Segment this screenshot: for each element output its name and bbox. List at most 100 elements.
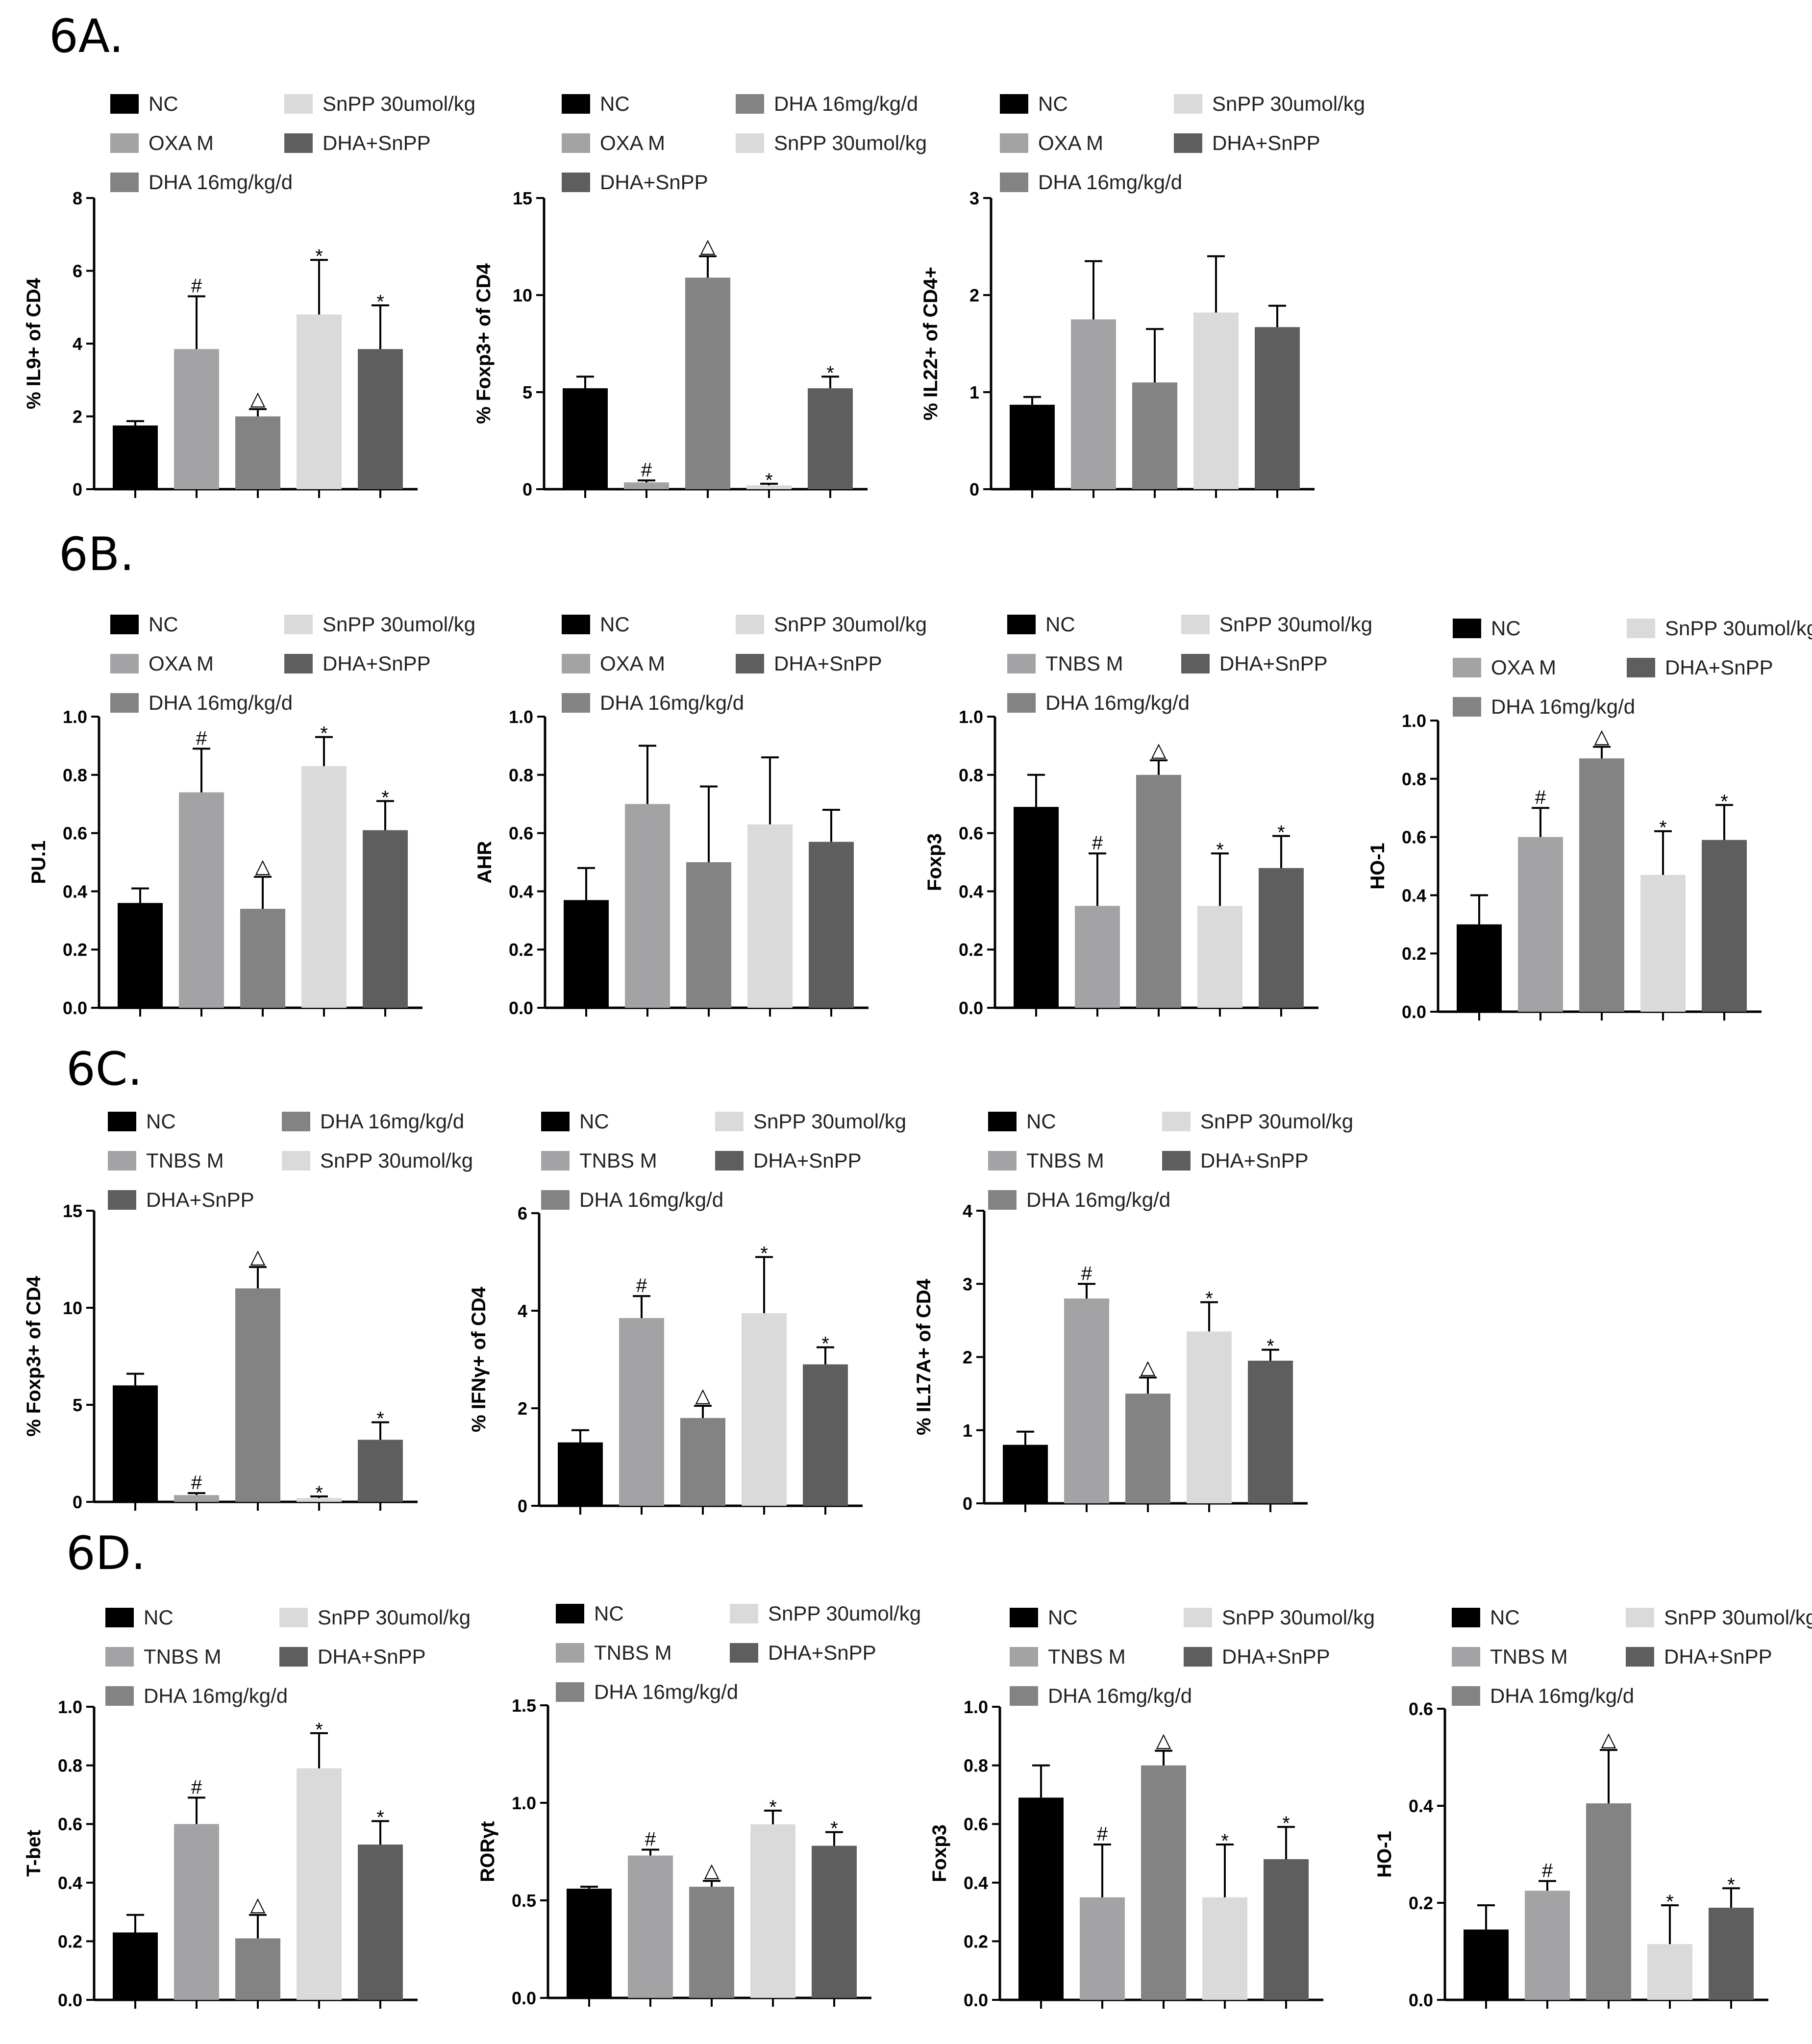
significance-mark: * bbox=[315, 1482, 323, 1504]
bar-dha-16mg-kg-d bbox=[235, 1288, 280, 1502]
legend-label-dha-16mg-kg-d: DHA 16mg/kg/d bbox=[1491, 695, 1635, 718]
legend-label-dha-snpp: DHA+SnPP bbox=[318, 1645, 426, 1668]
y-tick-label: 10 bbox=[513, 285, 532, 305]
bar-tnbs-m bbox=[619, 1318, 664, 1506]
bar-oxa-m bbox=[174, 349, 219, 489]
legend-label-dha-16mg-kg-d: DHA 16mg/kg/d bbox=[144, 1684, 288, 1707]
bar-snpp-30umol-kg bbox=[297, 1498, 342, 1502]
y-tick-label: 4 bbox=[963, 1201, 972, 1221]
legend-swatch-tnbs-m bbox=[1007, 654, 1036, 673]
chart-6b-3: NC SnPP 30umol/kg TNBS M DHA+SnPP DHA 16mg/k… bbox=[924, 613, 1372, 1018]
y-tick-label: 1.5 bbox=[512, 1695, 536, 1716]
legend-swatch-dha-snpp bbox=[1162, 1151, 1191, 1171]
bar-dha-snpp bbox=[812, 1845, 857, 1998]
y-tick-label: 1.0 bbox=[509, 707, 533, 727]
bar-oxa-m bbox=[625, 804, 670, 1008]
y-tick-label: 0 bbox=[518, 1496, 527, 1516]
chart-6d-1: NC SnPP 30umol/kg TNBS M DHA+SnPP DHA 16mg/k… bbox=[23, 1606, 471, 2010]
legend-label-snpp-30umol-kg: SnPP 30umol/kg bbox=[320, 1149, 473, 1172]
legend-swatch-nc bbox=[110, 615, 139, 634]
bar-dha-16mg-kg-d bbox=[1125, 1394, 1170, 1503]
significance-mark: * bbox=[320, 723, 328, 745]
bar-dha-snpp bbox=[1259, 868, 1304, 1008]
y-tick-label: 0.0 bbox=[509, 998, 533, 1018]
y-tick-label: 0.4 bbox=[1409, 1796, 1433, 1816]
bar-snpp-30umol-kg bbox=[1202, 1897, 1247, 2000]
significance-mark: △ bbox=[700, 235, 716, 257]
significance-mark: * bbox=[1659, 817, 1667, 839]
legend-swatch-dha-snpp bbox=[736, 654, 764, 673]
bar-tnbs-m bbox=[1080, 1897, 1125, 2000]
bar-snpp-30umol-kg bbox=[301, 766, 347, 1008]
legend-label-tnbs-m: TNBS M bbox=[1048, 1645, 1126, 1668]
bar-nc bbox=[1003, 1445, 1048, 1503]
y-axis-title: RORγt bbox=[477, 1821, 498, 1882]
legend-swatch-nc bbox=[562, 615, 590, 634]
bar-nc bbox=[118, 903, 163, 1008]
y-axis-title: HO-1 bbox=[1374, 1831, 1395, 1878]
y-tick-label: 0.6 bbox=[509, 823, 533, 844]
legend-swatch-nc bbox=[110, 94, 139, 114]
bar-tnbs-m bbox=[174, 1495, 219, 1502]
legend-label-tnbs-m: TNBS M bbox=[1045, 652, 1123, 675]
y-tick-label: 4 bbox=[73, 334, 82, 354]
legend-label-nc: NC bbox=[1048, 1606, 1078, 1629]
significance-mark: # bbox=[636, 1275, 647, 1296]
bar-nc bbox=[113, 425, 158, 489]
legend-swatch-oxa-m bbox=[1453, 658, 1481, 677]
legend-label-nc: NC bbox=[149, 613, 178, 636]
legend-swatch-oxa-m bbox=[110, 133, 139, 153]
bar-dha-16mg-kg-d bbox=[235, 1938, 280, 2000]
legend-swatch-dha-snpp bbox=[279, 1647, 308, 1667]
legend-label-dha-16mg-kg-d: DHA 16mg/kg/d bbox=[600, 691, 744, 714]
significance-mark: △ bbox=[255, 856, 271, 877]
legend-swatch-nc bbox=[556, 1604, 584, 1623]
bar-dha-snpp bbox=[1248, 1360, 1293, 1503]
section-label-6d: 6D. bbox=[66, 1527, 146, 1580]
y-tick-label: 1.0 bbox=[63, 707, 87, 727]
significance-mark: * bbox=[769, 1796, 777, 1818]
legend-swatch-snpp-30umol-kg bbox=[1626, 1608, 1654, 1627]
legend-label-dha-16mg-kg-d: DHA 16mg/kg/d bbox=[1048, 1684, 1192, 1707]
y-tick-label: 0.4 bbox=[1402, 885, 1426, 905]
y-tick-label: 0.0 bbox=[1409, 1990, 1433, 2010]
bar-dha-16mg-kg-d bbox=[240, 909, 285, 1008]
legend-label-snpp-30umol-kg: SnPP 30umol/kg bbox=[774, 613, 927, 636]
y-tick-label: 0.8 bbox=[63, 765, 87, 785]
bar-dha-16mg-kg-d bbox=[686, 862, 731, 1008]
legend-swatch-oxa-m bbox=[562, 133, 590, 153]
y-tick-label: 0.0 bbox=[959, 998, 983, 1018]
significance-mark: * bbox=[1216, 839, 1224, 861]
significance-mark: * bbox=[315, 246, 323, 267]
significance-mark: * bbox=[1205, 1288, 1213, 1310]
bar-oxa-m bbox=[1071, 319, 1116, 489]
legend-label-dha-16mg-kg-d: DHA 16mg/kg/d bbox=[579, 1188, 723, 1211]
legend-label-tnbs-m: TNBS M bbox=[579, 1149, 657, 1172]
significance-mark: * bbox=[315, 1719, 323, 1741]
legend-label-dha-16mg-kg-d: DHA 16mg/kg/d bbox=[1490, 1684, 1634, 1707]
y-tick-label: 0.0 bbox=[63, 998, 87, 1018]
legend-swatch-oxa-m bbox=[110, 654, 139, 673]
legend-swatch-dha-16mg-kg-d bbox=[1452, 1686, 1480, 1706]
y-tick-label: 1 bbox=[969, 382, 979, 402]
legend-label-dha-16mg-kg-d: DHA 16mg/kg/d bbox=[149, 171, 293, 194]
legend-swatch-snpp-30umol-kg bbox=[279, 1608, 308, 1627]
legend-label-snpp-30umol-kg: SnPP 30umol/kg bbox=[323, 92, 475, 115]
legend-label-dha-snpp: DHA+SnPP bbox=[1200, 1149, 1309, 1172]
y-tick-label: 5 bbox=[522, 382, 532, 402]
legend-label-dha-snpp: DHA+SnPP bbox=[1212, 131, 1320, 154]
bar-tnbs-m bbox=[1525, 1891, 1570, 2000]
legend-label-nc: NC bbox=[600, 92, 630, 115]
bar-nc bbox=[564, 900, 609, 1008]
legend-swatch-dha-16mg-kg-d bbox=[1007, 693, 1036, 713]
significance-mark: * bbox=[1282, 1813, 1290, 1834]
legend-label-oxa-m: OXA M bbox=[600, 652, 665, 675]
y-tick-label: 0.2 bbox=[959, 940, 983, 960]
legend-label-nc: NC bbox=[1491, 617, 1521, 640]
legend-swatch-snpp-30umol-kg bbox=[730, 1604, 758, 1623]
legend-label-nc: NC bbox=[146, 1110, 176, 1133]
bar-nc bbox=[113, 1932, 158, 2000]
y-tick-label: 0.6 bbox=[959, 823, 983, 844]
legend-swatch-snpp-30umol-kg bbox=[736, 615, 764, 634]
